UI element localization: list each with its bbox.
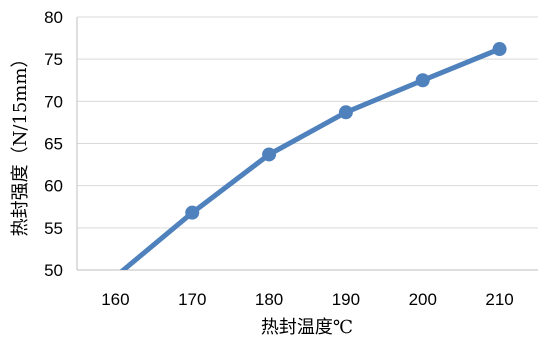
y-tick-label: 50 (44, 261, 63, 280)
x-tick-label: 190 (332, 290, 360, 309)
data-point (262, 147, 277, 162)
x-tick-label: 160 (101, 290, 129, 309)
x-tick-label: 170 (178, 290, 206, 309)
data-point (185, 205, 200, 220)
series-line (119, 46, 501, 270)
y-tick-label: 65 (44, 135, 63, 154)
gridlines (76, 16, 538, 271)
y-tick-label: 60 (44, 177, 63, 196)
y-axis-title: 热封强度（N/15mm） (10, 50, 31, 237)
series-group (119, 42, 507, 270)
y-tick-label: 70 (44, 92, 63, 111)
x-tick-label: 180 (255, 290, 283, 309)
y-tick-label: 75 (44, 50, 63, 69)
y-tick-label: 80 (44, 8, 63, 27)
data-point (492, 42, 507, 57)
data-point (338, 105, 353, 120)
y-axis-tick-labels: 50 55 60 65 70 75 80 (44, 8, 63, 280)
y-tick-label: 55 (44, 219, 63, 238)
data-point (415, 73, 430, 88)
x-axis-tick-labels: 160 170 180 190 200 210 (101, 290, 514, 309)
x-tick-label: 200 (409, 290, 437, 309)
x-axis-title: 热封温度℃ (261, 317, 353, 338)
x-tick-label: 210 (485, 290, 513, 309)
